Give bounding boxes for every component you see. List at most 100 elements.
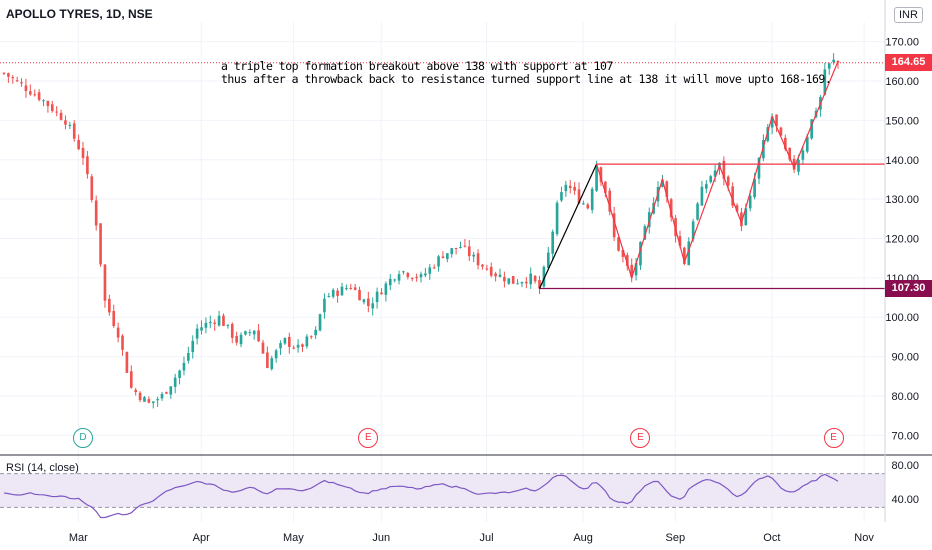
candle-body <box>292 347 296 349</box>
candle-body <box>309 336 313 338</box>
candle-body <box>555 202 559 235</box>
candle-body <box>195 328 199 339</box>
candle-body <box>713 170 717 177</box>
candle-body <box>55 111 58 113</box>
candle-body <box>358 289 361 301</box>
candle-body <box>507 278 511 284</box>
candle-body <box>424 273 427 276</box>
candle-body <box>669 199 673 218</box>
price-tick-label: 140.00 <box>885 155 919 167</box>
candle-body <box>362 299 366 303</box>
chart-title: APOLLO TYRES, 1D, NSE <box>6 7 153 21</box>
candle-body <box>639 241 642 266</box>
candle-body <box>90 176 94 200</box>
earnings-event-marker[interactable]: E <box>823 428 844 448</box>
candle-body <box>533 275 537 282</box>
time-tick-label: Jul <box>480 532 494 544</box>
candle-body <box>419 274 423 278</box>
candle-body <box>441 256 445 258</box>
candle-body <box>208 321 212 324</box>
candle-body <box>252 330 256 335</box>
candle-body <box>296 344 300 348</box>
time-tick-label: Aug <box>573 532 593 544</box>
candle-body <box>77 139 80 150</box>
candle-body <box>779 127 783 136</box>
candle-body <box>481 264 484 267</box>
earnings-event-marker[interactable]: E <box>358 428 379 448</box>
earnings-event-marker[interactable]: E <box>630 428 651 448</box>
candle-body <box>599 167 603 182</box>
candle-body <box>722 160 726 179</box>
candle-body <box>595 165 598 191</box>
candle-body <box>700 186 704 206</box>
breakout-trend-line <box>538 163 598 289</box>
candle-body <box>160 393 164 399</box>
candle-body <box>827 63 831 69</box>
candle-body <box>59 112 63 120</box>
candle-body <box>832 59 835 63</box>
last-price-tag: 164.65 <box>885 54 932 72</box>
candle-body <box>384 283 388 295</box>
candle-body <box>112 311 116 327</box>
candle-body <box>735 205 739 212</box>
candle-body <box>64 120 67 125</box>
candle-body <box>244 331 247 335</box>
candle-body <box>94 200 98 226</box>
candle-body <box>187 353 190 361</box>
candle-body <box>696 203 699 220</box>
candle-body <box>323 298 326 313</box>
time-axis[interactable]: MarAprMayJunJulAugSepOctNovDec <box>69 532 932 544</box>
candle-body <box>305 336 309 347</box>
candle-body <box>283 337 287 344</box>
candle-body <box>463 245 467 247</box>
candle-body <box>683 247 686 265</box>
rsi-tick-label: 40.00 <box>891 494 919 506</box>
candle-body <box>494 273 497 277</box>
candle-body <box>2 72 6 74</box>
price-tick-label: 150.00 <box>885 115 919 127</box>
rsi-tick-label: 80.00 <box>891 460 919 472</box>
annotation-line-1: a triple top formation breakout above 13… <box>221 59 613 73</box>
candle-body <box>125 352 129 373</box>
grid <box>0 22 885 522</box>
candle-body <box>428 267 432 274</box>
candle-body <box>165 392 168 394</box>
annotation-text: a triple top formation breakout above 13… <box>221 59 832 86</box>
candle-body <box>577 189 581 204</box>
candle-body <box>103 264 107 301</box>
candle-body <box>621 249 625 257</box>
candle-body <box>50 104 54 112</box>
candle-body <box>138 392 142 401</box>
time-tick-label: Oct <box>763 532 780 544</box>
candle-body <box>546 252 550 268</box>
candle-body <box>748 195 752 209</box>
candle-body <box>801 150 805 160</box>
candle-body <box>770 116 774 128</box>
candle-body <box>643 226 647 240</box>
price-tick-label: 100.00 <box>885 312 919 324</box>
candle-body <box>375 291 379 303</box>
price-tick-label: 80.00 <box>891 391 919 403</box>
candle-body <box>608 190 612 212</box>
candle-body <box>81 147 85 159</box>
candle-body <box>68 124 72 126</box>
price-axis[interactable]: 170.00160.00150.00140.00130.00120.00110.… <box>885 37 919 443</box>
currency-button[interactable]: INR <box>894 7 923 23</box>
candle-body <box>634 263 638 276</box>
candle-body <box>788 147 792 160</box>
candle-body <box>617 237 620 251</box>
candle-body <box>72 123 76 139</box>
candle-body <box>406 272 410 278</box>
rsi-label: RSI (14, close) <box>6 462 79 474</box>
dividend-event-marker[interactable]: D <box>73 428 93 448</box>
candle-body <box>336 290 339 296</box>
candle-body <box>42 100 45 102</box>
candle-body <box>371 303 375 309</box>
candles <box>2 53 840 409</box>
candle-body <box>11 77 15 79</box>
drawings <box>538 61 885 290</box>
candle-body <box>485 268 489 270</box>
candle-body <box>467 246 471 257</box>
candle-body <box>472 254 475 257</box>
